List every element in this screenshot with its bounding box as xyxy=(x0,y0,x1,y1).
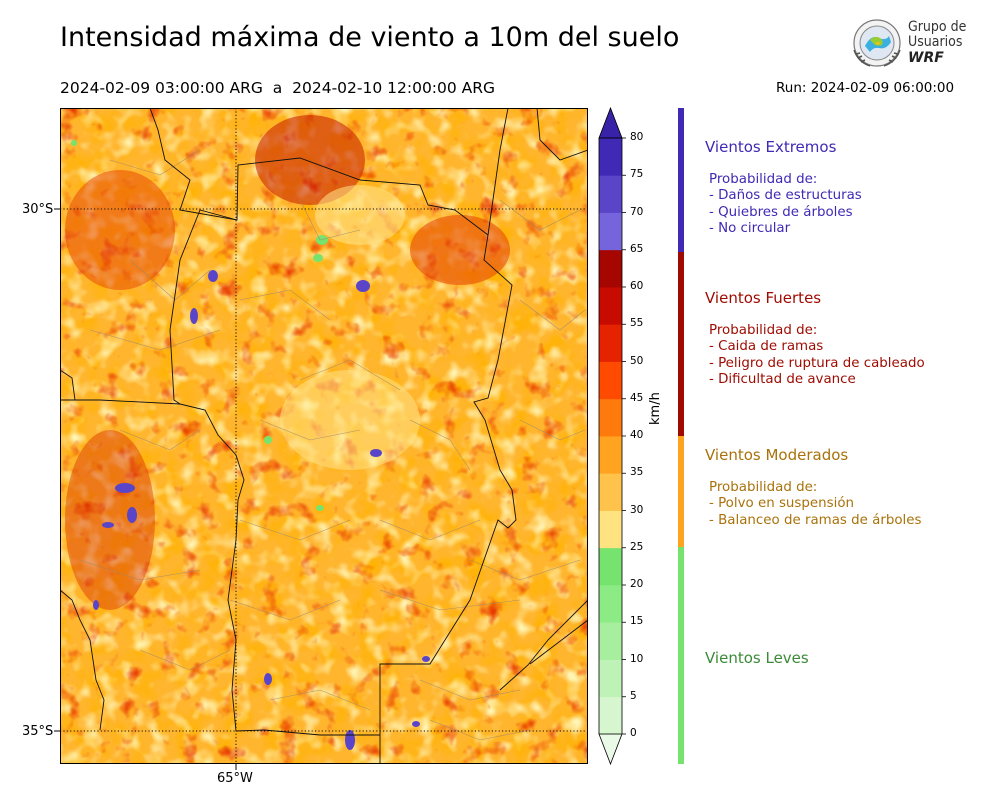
colorbar-bin xyxy=(599,622,622,660)
forecast-period: 2024-02-09 03:00:00 ARG a 2024-02-10 12:… xyxy=(60,79,496,97)
colorbar-tick-label: 15 xyxy=(630,615,644,628)
logo-text-line2: Usuarios xyxy=(908,34,963,50)
colorbar-unit-label: km/h xyxy=(648,392,663,425)
colorbar-tick-label: 55 xyxy=(630,317,644,330)
lat-label-35s: 35°S xyxy=(22,724,53,739)
map-frame xyxy=(60,108,588,764)
colorbar-tick-label: 20 xyxy=(630,578,644,590)
colorbar-tick-label: 70 xyxy=(630,205,644,218)
colorbar-extend-low xyxy=(598,733,623,766)
category-description-line: - Peligro de ruptura de cableado xyxy=(709,355,925,371)
colorbar-bin xyxy=(599,585,622,623)
colorbar-bin xyxy=(599,547,622,586)
category-description-line: - Daños de estructuras xyxy=(709,188,862,204)
colorbar-bin xyxy=(599,436,622,474)
colorbar-tick-label: 40 xyxy=(630,429,644,441)
wrf-group-logo: Grupo de Usuarios WRF xyxy=(848,16,968,74)
colorbar-tick-label: 45 xyxy=(630,391,644,404)
wind-speed-field xyxy=(60,108,588,764)
logo-text-line1: Grupo de xyxy=(908,19,967,35)
category-light-title: Vientos Leves xyxy=(705,649,809,667)
colorbar-bin xyxy=(599,249,622,288)
colorbar xyxy=(598,106,626,766)
globe-emblem-icon xyxy=(853,19,901,67)
category-moderate-description: Probabilidad de: - Polvo en suspensión - B… xyxy=(709,480,921,529)
department-borders xyxy=(79,149,586,741)
colorbar-bin xyxy=(599,696,622,735)
colorbar-bin xyxy=(599,659,622,698)
category-strong-title: Vientos Fuertes xyxy=(705,289,822,307)
colorbar-bin xyxy=(599,175,622,213)
lon-label-65w: 65°W xyxy=(217,771,253,786)
graticule-lines xyxy=(60,108,588,764)
model-run-time: Run: 2024-02-09 06:00:00 xyxy=(776,80,955,96)
category-description-line: - Polvo en suspensión xyxy=(709,496,854,512)
category-description-line: Probabilidad de: xyxy=(709,323,818,338)
colorbar-bin xyxy=(599,324,622,362)
category-bar-moderate xyxy=(678,436,684,547)
colorbar-bin xyxy=(599,361,622,400)
colorbar-tick-label: 5 xyxy=(630,689,637,702)
colorbar-tick-label: 80 xyxy=(630,131,644,143)
category-description-line: - Balanceo de ramas de árboles xyxy=(709,512,922,528)
colorbar-tick-label: 60 xyxy=(630,280,644,292)
colorbar-tick-label: 65 xyxy=(630,242,644,255)
colorbar-bin xyxy=(599,473,622,511)
colorbar-tick-label: 50 xyxy=(630,354,644,367)
colorbar-bin xyxy=(599,138,622,176)
lat-label-30s: 30°S xyxy=(22,202,53,217)
category-moderate-title: Vientos Moderados xyxy=(705,446,849,464)
colorbar-tick-label: 75 xyxy=(630,168,644,181)
category-description-line: Probabilidad de: xyxy=(709,480,818,495)
colorbar-bin xyxy=(599,287,622,325)
colorbar-tick-label: 30 xyxy=(630,503,644,516)
category-description-line: Probabilidad de: xyxy=(709,172,818,187)
category-bar-extreme xyxy=(678,108,684,252)
category-description-line: - Caida de ramas xyxy=(709,339,824,355)
colorbar-extend-high xyxy=(598,106,623,139)
colorbar-tick-label: 35 xyxy=(630,466,644,479)
colorbar-tick-label: 10 xyxy=(630,652,644,665)
map-title: Intensidad máxima de viento a 10m del su… xyxy=(60,22,680,53)
colorbar-bin xyxy=(599,398,622,437)
colorbar-tick-label: 25 xyxy=(630,540,644,553)
category-extreme-title: Vientos Extremos xyxy=(705,138,837,156)
category-bar-strong xyxy=(678,252,684,436)
category-bar xyxy=(678,108,684,764)
colorbar-bin xyxy=(599,510,622,549)
logo-text-line3: WRF xyxy=(908,50,944,66)
category-bar-light xyxy=(678,547,684,764)
category-description-line: - Quiebres de árboles xyxy=(709,204,853,220)
colorbar-bin xyxy=(599,212,622,251)
category-description-line: - Dificultad de avance xyxy=(709,371,856,387)
category-extreme-description: Probabilidad de: - Daños de estructuras - … xyxy=(709,172,862,237)
category-description-line: - No circular xyxy=(709,220,791,236)
colorbar-tick-label: 0 xyxy=(630,727,637,739)
category-strong-description: Probabilidad de: - Caida de ramas - Peligr… xyxy=(709,323,925,388)
